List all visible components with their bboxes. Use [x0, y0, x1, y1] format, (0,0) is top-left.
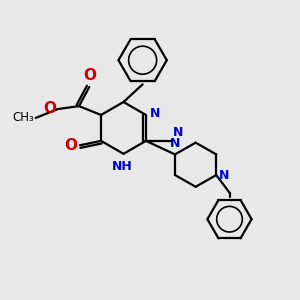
Text: N: N [150, 107, 160, 120]
Text: N: N [219, 169, 230, 182]
Text: O: O [64, 138, 77, 153]
Text: NH: NH [112, 160, 132, 173]
Text: O: O [43, 101, 56, 116]
Text: CH₃: CH₃ [12, 111, 34, 124]
Text: N: N [170, 137, 180, 150]
Text: N: N [172, 126, 183, 140]
Text: O: O [83, 68, 96, 83]
